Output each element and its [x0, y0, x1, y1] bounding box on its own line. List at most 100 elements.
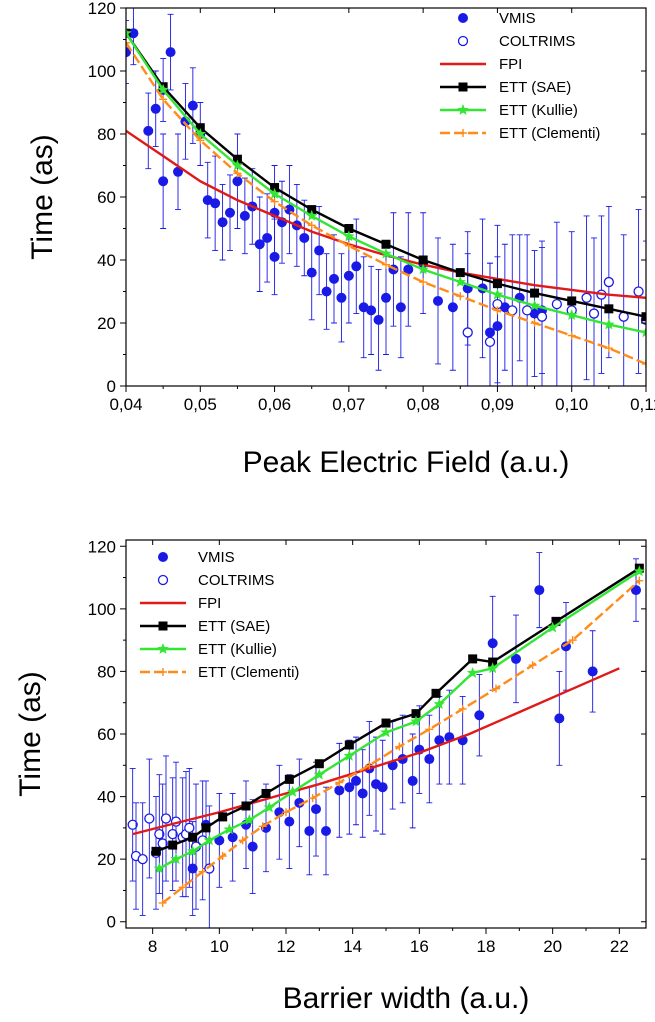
line-marker: [157, 83, 169, 95]
line-marker: [314, 759, 324, 769]
line-marker: [195, 123, 205, 133]
data-point: [150, 103, 161, 114]
data-point: [306, 267, 317, 278]
y-tick-label: 100: [88, 600, 116, 619]
y-tick-label: 120: [88, 537, 116, 556]
line-marker: [223, 823, 236, 835]
line-marker: [344, 241, 353, 250]
series-ett-sae: [126, 28, 646, 322]
error-bar: [650, 206, 655, 370]
series-ett-kullie: [126, 27, 646, 338]
data-point: [154, 828, 165, 840]
data-point: [227, 832, 238, 843]
data-point: [232, 176, 243, 187]
data-point: [187, 100, 198, 111]
y-tick-label: 20: [97, 850, 116, 869]
data-point: [447, 302, 458, 313]
data-point: [649, 284, 655, 293]
x-tick-label: 0,06: [258, 395, 291, 414]
data-point: [184, 822, 195, 834]
legend-label: VMIS: [198, 549, 235, 566]
data-point: [137, 854, 148, 865]
line-marker: [313, 768, 326, 780]
legend-marker: [457, 104, 469, 115]
data-point: [631, 585, 641, 596]
series-vmis: [126, 8, 547, 386]
legend-marker: [458, 82, 468, 92]
legend-item: ETT (Clementi): [140, 664, 299, 681]
data-point: [165, 47, 176, 58]
line-marker: [335, 778, 344, 787]
line-marker: [567, 331, 576, 340]
line-marker: [642, 359, 646, 368]
data-point: [247, 841, 258, 852]
legend-label: ETT (Clementi): [198, 664, 299, 681]
data-point: [434, 735, 445, 746]
line-marker: [568, 636, 577, 645]
line-marker: [458, 704, 467, 713]
data-point: [158, 176, 169, 187]
legend-marker: [159, 668, 167, 676]
data-point: [127, 819, 138, 830]
data-point: [343, 270, 354, 281]
x-tick-label: 16: [410, 937, 429, 956]
series-ett-sae: [151, 563, 644, 856]
line-marker: [243, 814, 256, 825]
line-marker: [268, 187, 281, 199]
x-axis-title: Barrier width (a.u.): [283, 982, 530, 1015]
line-marker: [395, 742, 404, 751]
series-vmis: [187, 552, 641, 916]
data-point: [225, 207, 235, 218]
line-marker: [308, 794, 317, 803]
line-marker: [158, 898, 167, 907]
series-ett-kullie: [153, 565, 646, 874]
y-tick-label: 40: [97, 251, 116, 270]
line-marker: [270, 183, 280, 193]
x-tick-label: 0,08: [407, 395, 440, 414]
line-marker: [418, 255, 428, 265]
data-point: [321, 826, 331, 836]
line-marker: [196, 136, 205, 145]
legend-marker: [458, 13, 468, 23]
line-marker: [456, 292, 465, 301]
data-point: [143, 125, 154, 136]
data-point: [381, 292, 391, 303]
series-ett-clementi: [158, 576, 644, 907]
data-point: [160, 813, 172, 824]
line-marker: [410, 715, 422, 727]
line-marker: [380, 726, 392, 738]
line-marker: [306, 209, 318, 221]
line-marker: [286, 785, 299, 797]
line-marker: [604, 344, 613, 353]
chart-1: 0,04 0,05 0,06 0,07 0,08 0,09 0,10 0,11 0 20 40 60 8…: [26, 0, 655, 479]
data-point: [588, 308, 600, 319]
y-tick-label: 0: [107, 913, 116, 932]
legend: VMIS COLTRIMS FPI ETT (SAE) ETT (Kullie) ETT …: [140, 549, 299, 681]
data-point: [633, 286, 644, 297]
data-point: [587, 666, 598, 677]
line-marker: [151, 846, 161, 856]
line-marker: [126, 38, 130, 47]
x-tick-label: 0,05: [184, 395, 217, 414]
legend-marker: [457, 35, 469, 47]
series-ett-clementi: [126, 38, 646, 368]
line-marker: [493, 306, 502, 315]
line-marker: [551, 616, 561, 626]
data-point: [403, 264, 414, 275]
x-tick-label: 10: [210, 937, 229, 956]
line-marker: [530, 319, 539, 327]
line-marker: [567, 296, 577, 306]
legend-marker: [157, 574, 169, 586]
legend-item: ETT (SAE): [440, 79, 571, 96]
line-marker: [263, 801, 276, 813]
data-point: [351, 261, 362, 272]
line-marker: [218, 852, 227, 861]
y-axis-title: Time (as): [26, 134, 59, 260]
line-marker: [411, 709, 421, 719]
line-marker: [307, 205, 317, 215]
legend-marker: [158, 621, 168, 631]
x-tick-label: 0,04: [109, 395, 142, 414]
line-marker: [454, 276, 466, 287]
y-tick-label: 40: [97, 788, 116, 807]
data-point: [294, 797, 305, 808]
